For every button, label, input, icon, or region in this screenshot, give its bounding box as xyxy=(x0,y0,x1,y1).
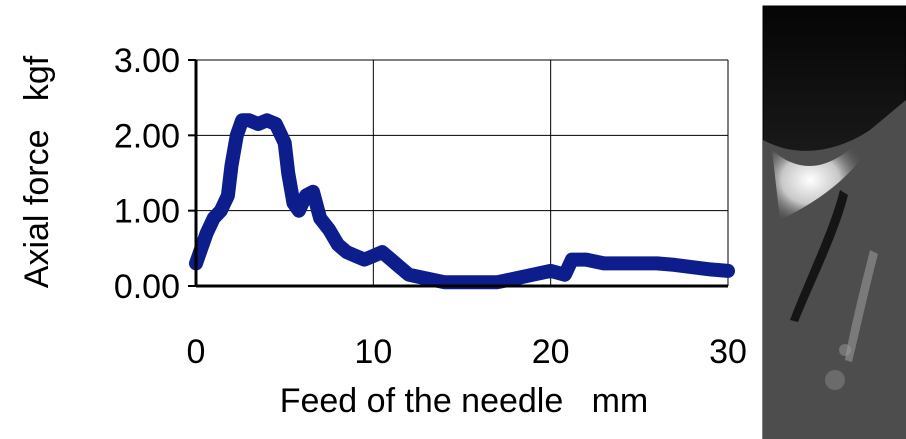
y-tick-label: 2.00 xyxy=(114,117,180,155)
data-point xyxy=(288,198,299,209)
data-point xyxy=(308,186,318,197)
data-point xyxy=(581,254,592,265)
data-point xyxy=(652,258,663,269)
data-point xyxy=(510,273,521,284)
data-point xyxy=(279,137,290,148)
data-point xyxy=(350,250,361,261)
data-point xyxy=(222,190,233,201)
data-point xyxy=(237,115,248,126)
x-tick-label: 10 xyxy=(354,333,392,371)
data-point xyxy=(261,115,272,126)
data-point xyxy=(394,262,405,273)
data-point xyxy=(386,254,397,265)
data-point xyxy=(545,265,556,276)
tick-labels: 0 10 20 30 0.00 1.00 2.00 3.00 xyxy=(114,42,747,371)
data-point xyxy=(368,250,379,261)
y-axis-title: Axial force kgf xyxy=(18,55,56,288)
y-tick-label: 3.00 xyxy=(114,42,180,80)
data-point xyxy=(201,228,212,239)
series-layer xyxy=(189,113,735,290)
data-point xyxy=(341,247,352,258)
data-point xyxy=(215,205,226,216)
x-tick-label: 0 xyxy=(187,333,206,371)
data-point xyxy=(566,254,577,265)
data-point xyxy=(669,259,680,270)
data-point xyxy=(293,205,304,216)
data-point xyxy=(196,243,207,254)
data-point xyxy=(283,168,294,178)
data-point xyxy=(332,239,343,250)
y-tick-label: 0.00 xyxy=(114,268,180,306)
data-point xyxy=(403,269,414,280)
data-point xyxy=(527,269,538,280)
data-point xyxy=(705,264,716,275)
data-point xyxy=(723,265,733,276)
x-axis-title: Feed of the needle mm xyxy=(280,382,649,420)
data-point xyxy=(616,258,627,269)
x-tick-label: 20 xyxy=(532,333,570,371)
data-point xyxy=(324,224,334,235)
data-point xyxy=(359,254,370,265)
data-point xyxy=(315,213,326,224)
data-point xyxy=(559,269,570,280)
axes xyxy=(188,59,728,288)
plot-area xyxy=(196,60,728,286)
data-point xyxy=(687,262,698,273)
data-point xyxy=(377,247,388,258)
x-tick-label: 30 xyxy=(709,333,747,371)
data-point xyxy=(208,213,219,224)
data-point xyxy=(270,119,281,129)
xray-image xyxy=(762,5,906,439)
data-point xyxy=(634,258,645,269)
data-point xyxy=(598,258,609,269)
data-point xyxy=(226,160,237,171)
y-tick-label: 1.00 xyxy=(114,193,180,231)
data-point xyxy=(244,115,255,126)
data-point xyxy=(421,273,432,284)
data-point xyxy=(231,130,242,141)
data-point xyxy=(253,119,264,129)
